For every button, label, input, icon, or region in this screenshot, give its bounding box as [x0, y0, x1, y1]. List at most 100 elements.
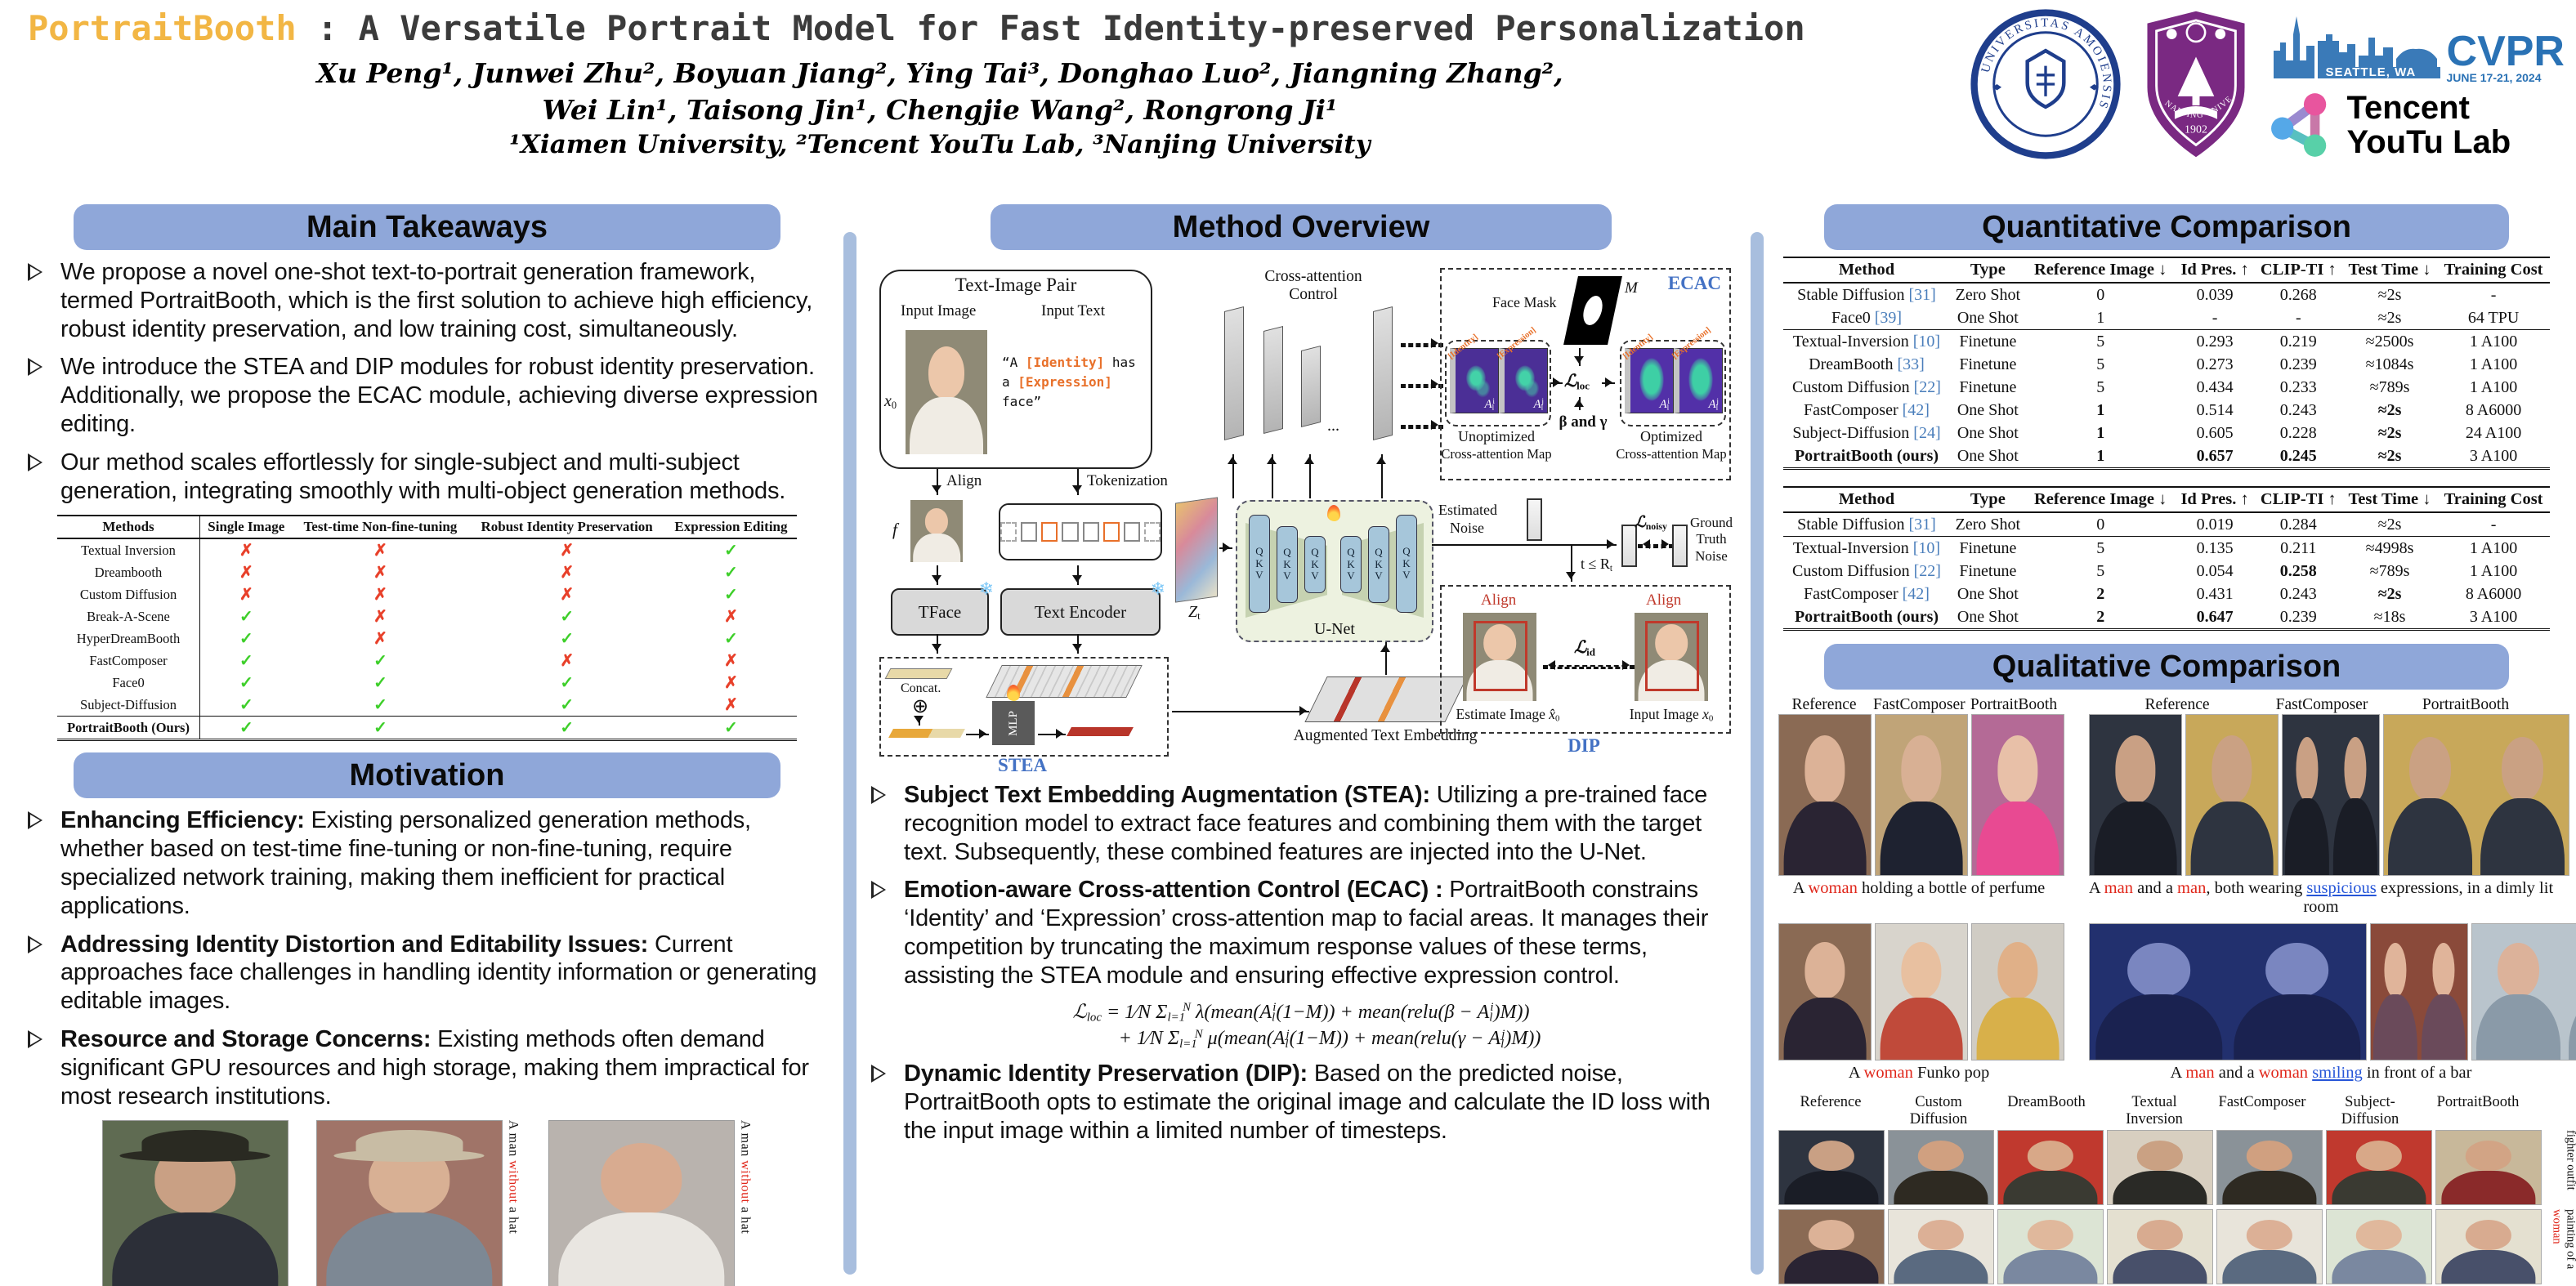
- text-part: Z: [1188, 603, 1198, 621]
- bullet-head: Dynamic Identity Preservation (DIP):: [904, 1061, 1308, 1087]
- table-cell: ✓: [724, 541, 738, 560]
- bullet-text: Based on the predicted noise, PortraitBo…: [904, 1061, 1711, 1144]
- text-part: i: [1272, 1001, 1277, 1015]
- vertical-caption: A man without a hat: [735, 1120, 753, 1286]
- aligned-face-photo: [910, 500, 963, 562]
- attention-layer-slab: [1373, 306, 1393, 440]
- id-loss-label: ℒid: [1574, 637, 1595, 659]
- text-part: l: [1489, 1011, 1493, 1025]
- generated-portrait: [1778, 923, 1872, 1061]
- quantitative-table-single-subject: Method Type Reference Image ↓ Id Pres. ↑ CLI…: [1783, 257, 2550, 470]
- text-part: l=1: [1179, 1038, 1197, 1052]
- seattle-skyline-icon: [2273, 16, 2440, 78]
- bullet-head: Resource and Storage Concerns:: [60, 1025, 432, 1052]
- token-square: [1062, 522, 1079, 542]
- section-title: Main Takeaways: [306, 209, 548, 244]
- column-header: Method: [1783, 257, 1950, 284]
- ecac-bullet: Emotion-aware Cross-attention Control (E…: [870, 876, 1729, 989]
- table-row: Custom Diffusion ✗ ✗ ✗ ✓: [57, 583, 797, 606]
- table-cell: ≈18s: [2373, 607, 2406, 626]
- token-square: [1143, 522, 1161, 542]
- text-part: without: [506, 1160, 521, 1203]
- table-cell: 5: [2096, 377, 2105, 396]
- bullet-text: We introduce the STEA and DIP modules fo…: [60, 354, 818, 437]
- qkv-block: Q K V: [1396, 515, 1417, 613]
- text-part: = 1⁄N Σ: [1101, 1001, 1168, 1023]
- stea-module-label: STEA: [997, 755, 1048, 775]
- text-part: A: [1533, 397, 1541, 411]
- table-cell: PortraitBooth (ours): [1794, 446, 1939, 465]
- text-part: Input Image: [1629, 706, 1703, 722]
- table-cell: 5: [2096, 355, 2105, 373]
- frozen-icon: ❄: [978, 578, 994, 599]
- generated-portrait: [2107, 1209, 2213, 1284]
- token-strip: [999, 503, 1162, 560]
- token-square-orange: [1102, 522, 1120, 542]
- text-part: , both wearing: [2206, 879, 2307, 897]
- table-cell: ✗: [373, 607, 387, 626]
- text-part: [Identity]: [1025, 355, 1105, 370]
- text-part: A: [2170, 1064, 2186, 1082]
- column-header: Expression Editing: [664, 516, 797, 540]
- table-row: Subject-Diffusion ✓ ✓ ✓ ✗: [57, 694, 797, 717]
- label-line: Ground: [1690, 515, 1733, 530]
- token-square: [1000, 522, 1017, 542]
- unoptimized-maps-group: [Identity] Ali [Expression] Alj: [1445, 326, 1551, 426]
- f-label: f: [892, 520, 897, 540]
- table-cell: ≈2s: [2341, 306, 2438, 330]
- text-part: A man: [738, 1120, 753, 1161]
- comparison-grid-row: A watercolor painting of a woman: [1778, 1209, 2576, 1284]
- table-cell: Textual-Inversion [10]: [1792, 332, 1941, 351]
- table-cell: Finetune: [1959, 561, 2017, 580]
- text-part: A: [1848, 1064, 1864, 1082]
- table-cell: ✓: [560, 673, 574, 692]
- attention-layer-slab: [1224, 306, 1244, 440]
- column-header: Robust Identity Preservation: [468, 516, 665, 540]
- method-label: FastComposer: [1873, 696, 1966, 713]
- zt-label: Zt: [1188, 603, 1201, 623]
- table-cell: ✓: [724, 629, 738, 648]
- label-line: Truth: [1696, 531, 1727, 547]
- table-row: Textual Inversion ✗ ✗ ✗ ✓: [57, 538, 797, 562]
- map-a-label: Ali: [1485, 398, 1496, 412]
- text-part: l: [1541, 404, 1544, 412]
- unoptimized-caption2: Cross-attention Map: [1441, 446, 1552, 462]
- table-cell: 5: [2096, 561, 2105, 580]
- table-cell: 0.211: [2280, 538, 2317, 557]
- stea-box: Concat. ⊕ MLP: [879, 657, 1169, 757]
- table-cell: ✓: [239, 695, 253, 714]
- features-comparison-table: Methods Single Image Test-time Non-fine-tu…: [57, 515, 797, 742]
- table-row: PortraitBooth (ours) One Shot 1 0.657 0.245 ≈…: [1783, 444, 2550, 469]
- optimized-caption: Optimized: [1640, 428, 1702, 444]
- noise-bar: [1621, 525, 1637, 567]
- column-header: Reference Image ↓: [2025, 257, 2176, 284]
- formula-line2: + 1⁄N Σl=1N μ(mean(Alj(1−M)) + mean(relu…: [868, 1028, 1734, 1052]
- text-part: j: [1541, 397, 1544, 406]
- column-header: Test Time ↓: [2341, 487, 2438, 513]
- method-label: FastComposer: [2218, 1094, 2306, 1110]
- text-part: )M)): [1493, 1001, 1530, 1023]
- table-cell: Break-A-Scene: [57, 605, 201, 628]
- table-cell: ✓: [292, 716, 469, 740]
- table-cell: ≈2s: [2377, 584, 2402, 603]
- text-part: A man: [506, 1120, 521, 1161]
- loc-loss-formula: ℒloc = 1⁄N Σl=1N λ(mean(Ali(1−M)) + mean…: [868, 1000, 1734, 1052]
- text-part: i: [1667, 397, 1670, 406]
- table-cell: 0.657: [2196, 446, 2234, 465]
- cvpr-logo: SEATTLE, WA CVPR JUNE 17-21, 2024: [2270, 10, 2565, 84]
- text-part: + 1⁄N Σ: [1118, 1028, 1180, 1050]
- table-cell: ≈4998s: [2365, 538, 2414, 557]
- qkv-block: Q K V: [1277, 526, 1298, 603]
- youtu-knot-icon: [2270, 92, 2326, 157]
- mask-m-label: M: [1625, 279, 1638, 297]
- table-cell: 0.039: [2196, 285, 2234, 304]
- text-part: noisy: [1645, 520, 1667, 532]
- table-cell: Zero Shot: [1949, 512, 2026, 537]
- middle-column: Method Overview Text-Image Pair Input Im…: [868, 204, 1734, 1155]
- table-row: FastComposer [42] One Shot 2 0.431 0.243 ≈2s 8…: [1783, 583, 2550, 605]
- table-cell: 0.233: [2279, 377, 2317, 396]
- table-cell: 1 A100: [2469, 538, 2518, 557]
- table-cell: 0.243: [2279, 584, 2317, 603]
- text-part: x: [1702, 706, 1709, 722]
